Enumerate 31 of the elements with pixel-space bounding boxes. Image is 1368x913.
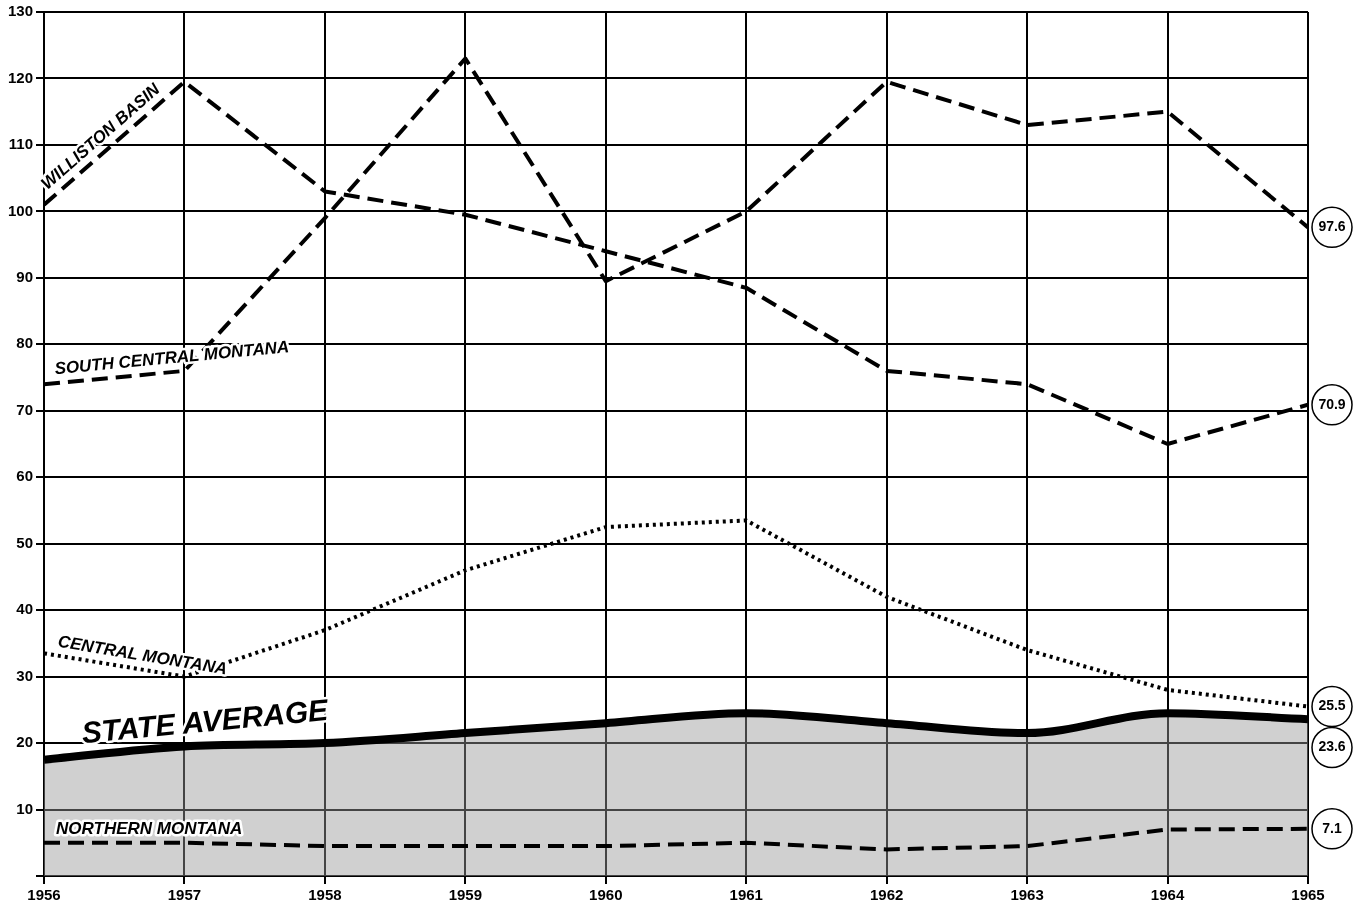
y-tick-label: 90 — [16, 267, 34, 285]
y-tick-label: 60 — [16, 467, 34, 485]
y-tick-label: 130 — [8, 2, 34, 20]
data-label: 23.6 — [1318, 738, 1346, 755]
x-tick-label: 1965 — [1291, 886, 1325, 904]
x-tick-label: 1956 — [27, 886, 61, 904]
y-tick-label: 120 — [8, 68, 34, 86]
x-tick-label: 1960 — [589, 886, 623, 904]
data-label: 70.9 — [1318, 395, 1346, 412]
y-tick-label: 40 — [16, 600, 34, 618]
text: SOUTH CENTRAL MONTANA — [53, 337, 290, 379]
y-tick-label: 20 — [16, 733, 34, 751]
x-tick-label: 1958 — [308, 886, 342, 904]
y-tick-label: 50 — [16, 533, 34, 551]
y-tick-label: 70 — [16, 400, 34, 418]
x-tick-label: 1963 — [1010, 886, 1044, 904]
y-tick-label: 30 — [16, 666, 34, 684]
data-label: 25.5 — [1318, 697, 1346, 714]
y-tick-label: 100 — [8, 201, 34, 219]
y-tick-label: 80 — [16, 334, 34, 352]
x-tick-label: 1959 — [448, 886, 483, 904]
x-tick-label: 1957 — [167, 886, 202, 904]
data-label: 7.1 — [1322, 819, 1342, 836]
y-tick-label: 110 — [8, 135, 34, 153]
x-tick-label: 1964 — [1150, 886, 1185, 904]
x-tick-label: 1961 — [729, 886, 763, 904]
x-tick-label: 1962 — [869, 886, 904, 904]
y-tick-label: 10 — [16, 799, 34, 817]
series-label: STATE AVERAGE — [80, 692, 331, 750]
text: CENTRAL MONTANA — [56, 631, 229, 679]
data-label: 97.6 — [1318, 218, 1346, 235]
